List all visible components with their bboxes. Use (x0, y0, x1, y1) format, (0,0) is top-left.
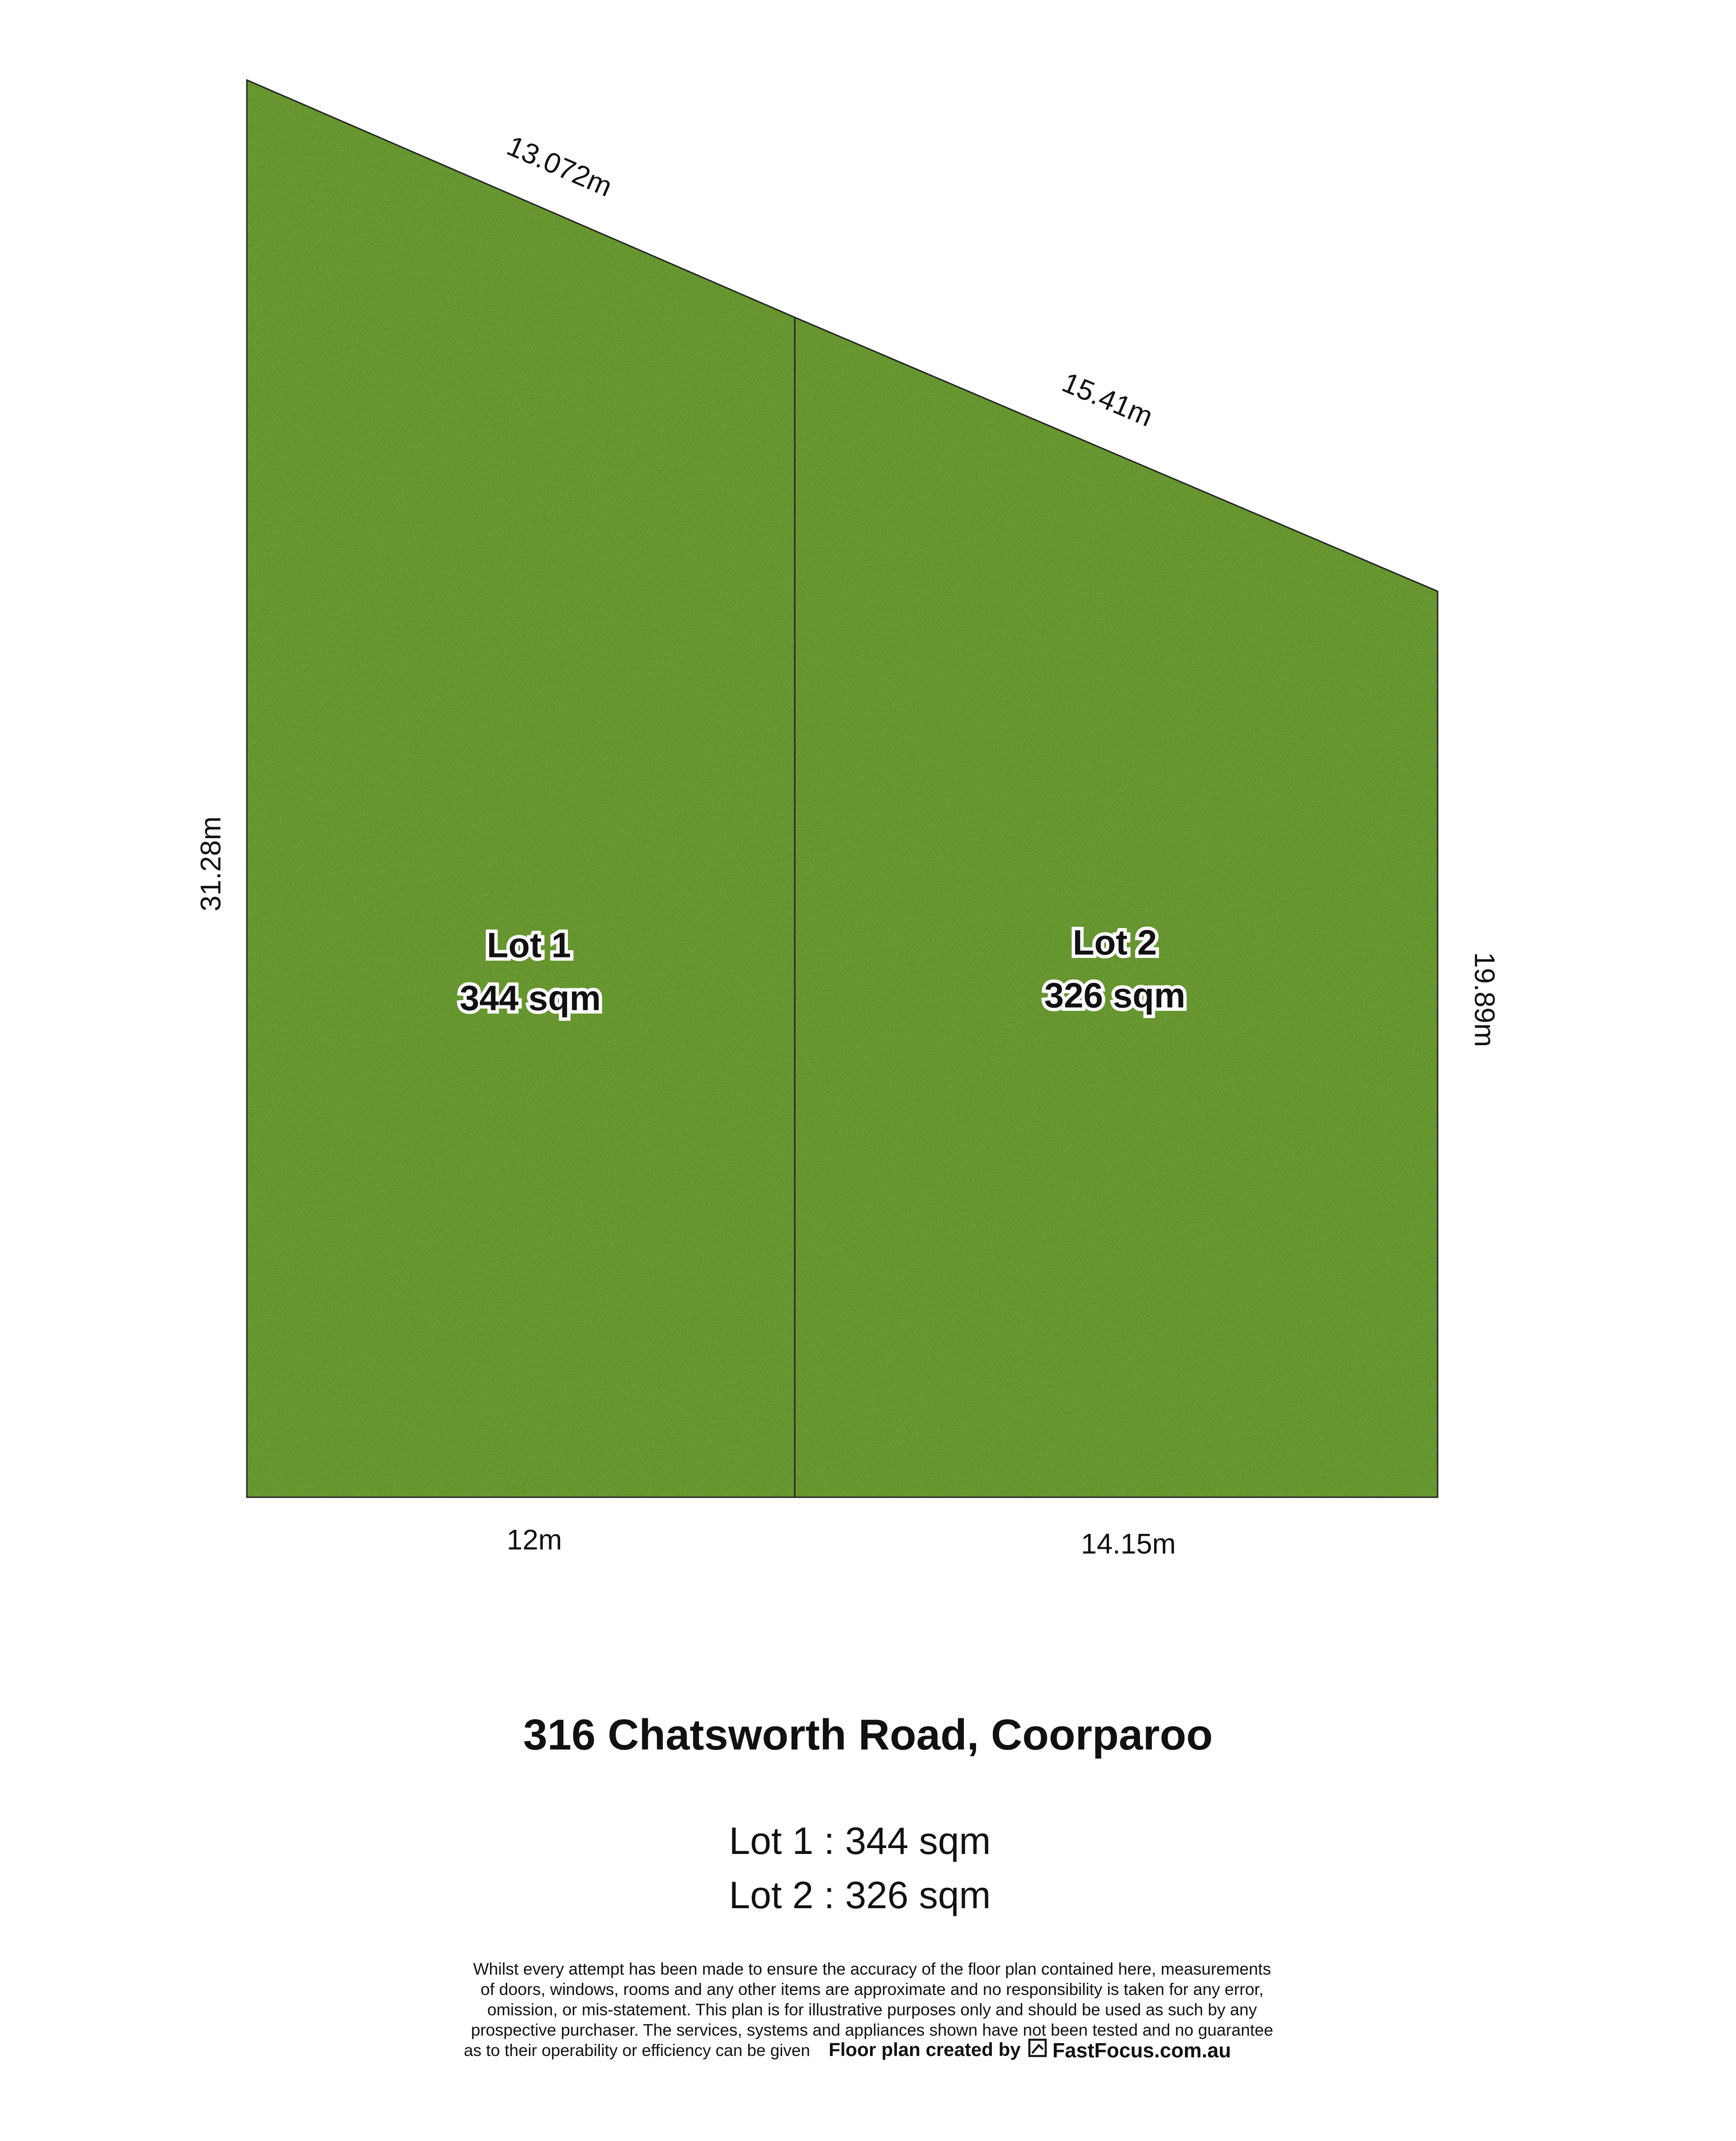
disclaimer-line: Whilst every attempt has been made to en… (473, 1960, 1271, 1978)
summary-line: Lot 2 : 326 sqm (729, 1874, 991, 1916)
summary-line: Lot 1 : 344 sqm (729, 1820, 991, 1862)
dimension: 31.28m (195, 816, 227, 911)
disclaimer-line: as to their operability or efficiency ca… (464, 2041, 810, 2060)
dimension: 13.072m (502, 130, 617, 203)
brand-name: FastFocus.com.au (1052, 2039, 1231, 2062)
credit-text: Floor plan created by (829, 2039, 1021, 2060)
lot-area: 344 sqm (460, 978, 601, 1018)
dimension: 12m (507, 1524, 562, 1556)
boundary (246, 79, 1439, 1498)
lot-area: 326 sqm (1044, 976, 1185, 1015)
lot-name: Lot 1 (487, 925, 571, 965)
title: 316 Chatsworth Road, Coorparoo (523, 1711, 1212, 1759)
disclaimer-line: omission, or mis-statement. This plan is… (487, 2000, 1257, 2019)
disclaimer-line: of doors, windows, rooms and any other i… (481, 1980, 1264, 1999)
dimension: 15.41m (1057, 367, 1157, 433)
brand-logo (1028, 2038, 1047, 2057)
dimension: 19.89m (1468, 952, 1500, 1047)
disclaimer-line: prospective purchaser. The services, sys… (471, 2021, 1274, 2039)
lot-name: Lot 2 (1073, 923, 1157, 962)
dimension: 14.15m (1081, 1528, 1176, 1560)
land (246, 79, 1439, 1498)
